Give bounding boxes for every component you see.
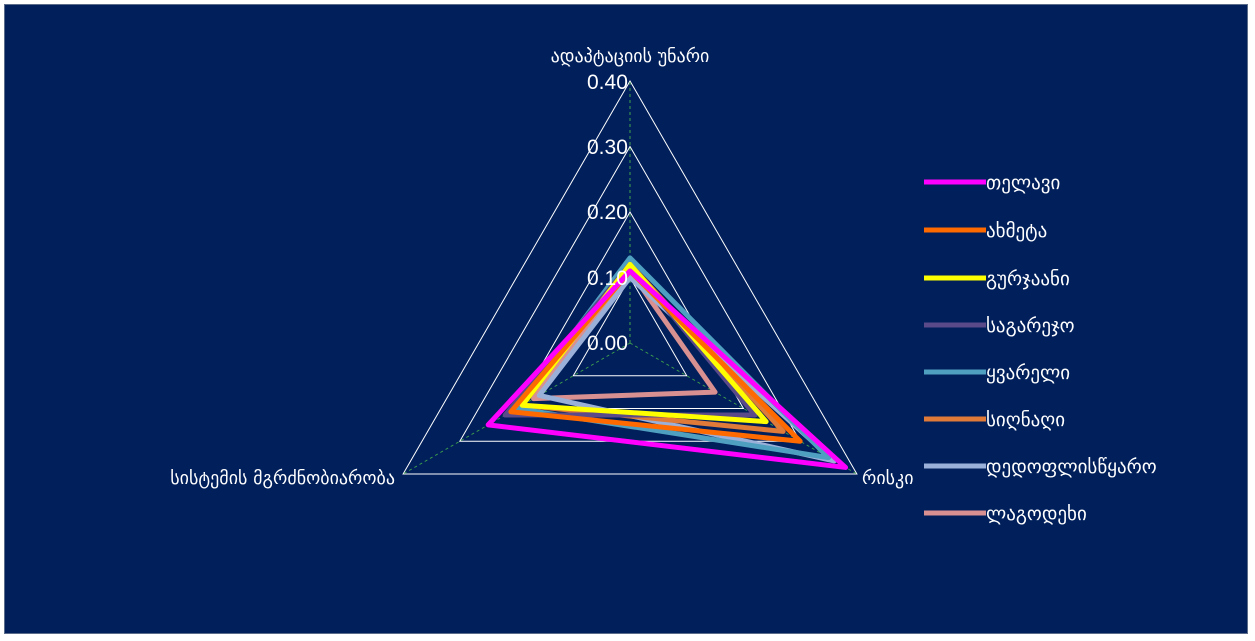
legend: თელავი ახმეტა გურჯაანი საგარეჯო ყვარელი … [924,172,1157,525]
grid-ring [515,211,745,409]
legend-item: თელავი [924,172,1060,194]
legend-label: ლაგოდეხი [986,503,1087,525]
grid-ring [402,80,858,475]
legend-label: სიღნაღი [986,409,1065,431]
legend-item: ყვარელი [924,362,1070,384]
axis-spoke [629,342,858,475]
tick-label-0: 0.00 [587,332,628,355]
legend-label: ახმეტა [986,220,1047,242]
chart-area [4,4,1248,634]
radar-grid [402,80,858,475]
legend-item: ახმეტა [924,220,1047,242]
tick-label-1: 0.10 [587,267,628,290]
tick-label-3: 0.30 [587,136,628,159]
tick-label-2: 0.20 [587,201,628,224]
series-polygon [485,268,849,470]
legend-label: დედოფლისწყარო [986,456,1157,478]
series-polygon [531,268,718,402]
axis-label-left: სისტემის მგრძნობიარობა [170,468,395,489]
legend-label: საგარეჯო [986,315,1075,337]
tick-label-4: 0.40 [587,71,628,94]
grid-ring [572,276,688,377]
axis-label-top: ადაპტაციის უნარი [551,46,710,67]
legend-label: გურჯაანი [986,268,1070,290]
radar-labels: 0.00 0.10 0.20 0.30 0.40 ადაპტაციის უნარ… [170,46,913,489]
axis-label-right: რისკი [862,468,914,489]
legend-label: ყვარელი [986,362,1070,384]
legend-item: საგარეჯო [924,315,1075,337]
legend-item: დედოფლისწყარო [924,456,1157,478]
legend-label: თელავი [986,172,1060,194]
legend-item: გურჯაანი [924,268,1070,290]
legend-item: სიღნაღი [924,409,1065,431]
axis-spoke [402,342,631,475]
series-polygon [508,268,803,444]
radar-series [485,255,849,470]
legend-item: ლაგოდეხი [924,503,1087,525]
